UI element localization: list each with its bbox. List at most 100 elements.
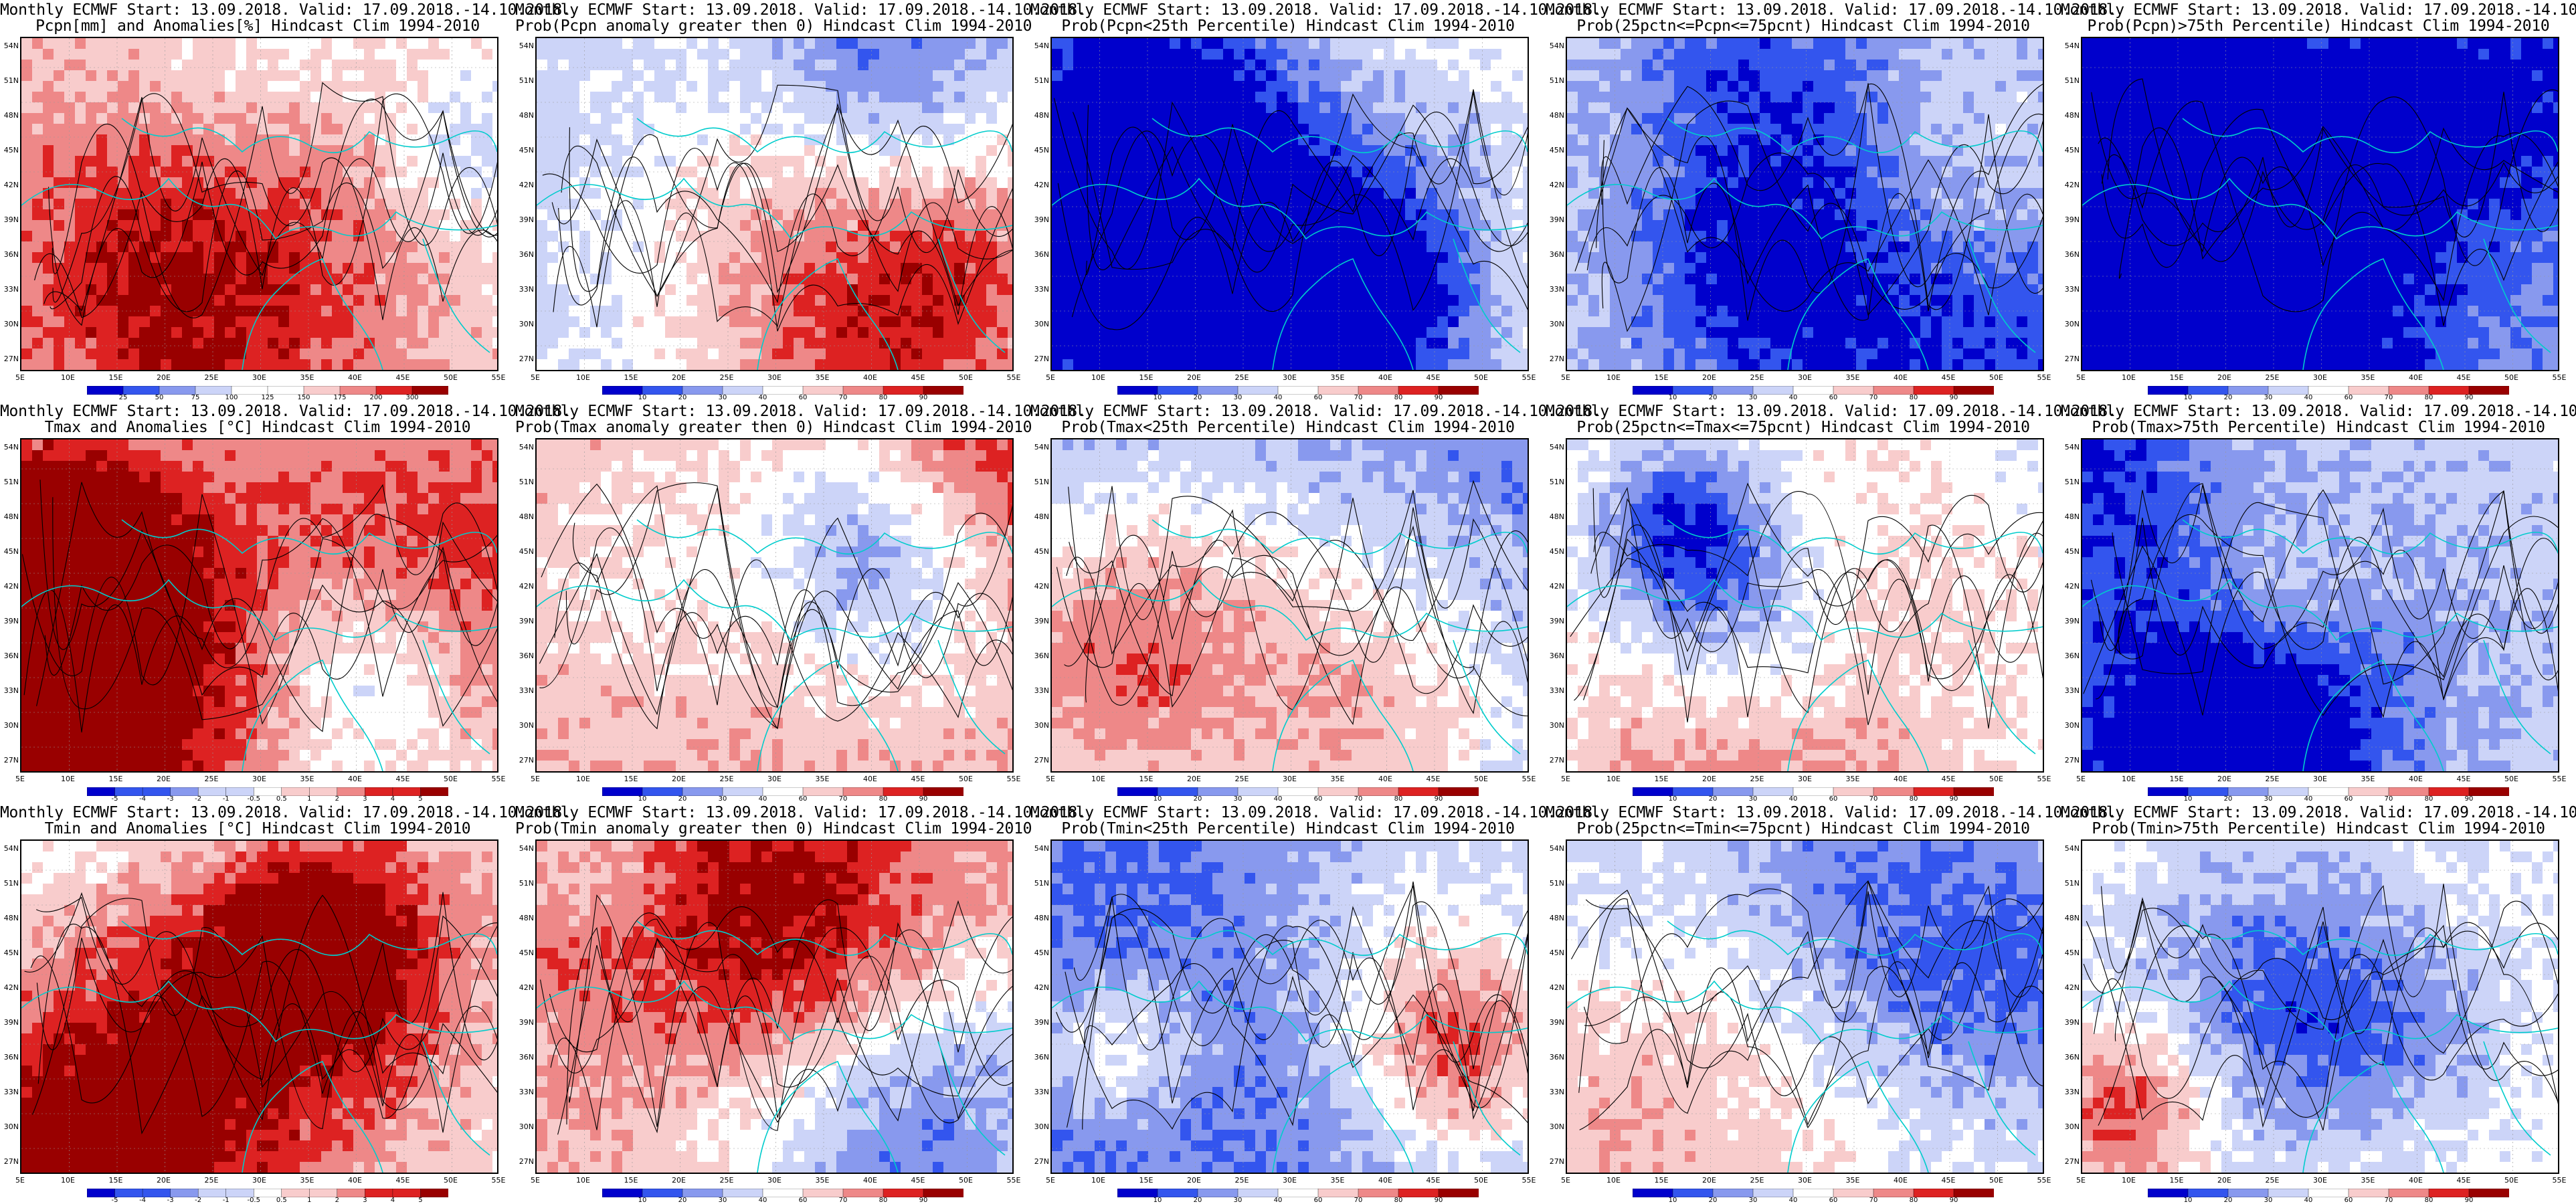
color-scale-label: 10 [1154,1197,1162,1204]
lon-label: 5E [15,775,25,783]
lon-label: 35E [2361,775,2375,783]
lat-label: 51N [515,879,534,888]
forecast-map [20,839,498,1174]
color-scale-label: 60 [1314,795,1323,803]
color-scale-label: 90 [2465,795,2474,803]
lon-label: 5E [1046,775,1055,783]
lat-label: 42N [1546,983,1564,992]
lat-label: 45N [1030,146,1049,155]
lon-label: 55E [1007,1176,1021,1185]
lon-label: 50E [444,373,458,382]
lon-label: 45E [1427,1176,1441,1185]
lat-label: 51N [515,76,534,85]
lat-label: 39N [515,617,534,625]
lat-label: 33N [0,285,19,294]
lat-label: 39N [515,215,534,224]
lat-label: 45N [1546,146,1564,155]
color-scale-label: 20 [678,394,687,401]
lon-label: 40E [1894,373,1908,382]
lon-label: 45E [1427,373,1441,382]
lat-label: 48N [515,111,534,120]
panel-header: Monthly ECMWF Start: 13.09.2018. Valid: … [1546,1,2117,19]
lat-label: 27N [1546,756,1564,765]
lon-label: 25E [1750,1176,1764,1185]
lon-label: 5E [531,373,540,382]
panel-title: Prob(25pctn<=Tmin<=75pcnt) Hindcast Clim… [1546,820,2061,837]
lon-label: 45E [396,775,410,783]
color-scale-label: 75 [191,394,200,401]
color-scale-label: 40 [759,1197,767,1204]
color-scale-label: 60 [1829,394,1838,401]
color-scale-bar [1117,786,1479,797]
lon-label: 25E [720,373,734,382]
color-scale-label: 100 [225,394,238,401]
lat-label: 33N [0,686,19,695]
lat-label: 42N [2061,582,2080,591]
lon-label: 5E [2076,1176,2086,1185]
color-scale-label: 1 [307,1197,311,1204]
lat-label: 39N [0,1018,19,1027]
color-scale-label: 10 [1669,1197,1677,1204]
lat-label: 36N [515,651,534,660]
map-panel: Monthly ECMWF Start: 13.09.2018. Valid: … [515,401,1087,803]
color-scale-label: 90 [1950,795,1958,803]
lon-label: 35E [1846,775,1860,783]
color-scale-label: 20 [1194,1197,1202,1204]
color-scale-label: 10 [1154,795,1162,803]
color-scale-label: 40 [759,394,767,401]
lat-label: 54N [515,443,534,452]
lon-label: 5E [1561,775,1570,783]
color-scale-label: 70 [2385,795,2393,803]
lon-label: 55E [1007,373,1021,382]
color-scale-label: -1 [223,1197,229,1204]
color-scale-label: 80 [2425,1197,2433,1204]
color-scale-label: 60 [1314,394,1323,401]
lon-label: 35E [300,1176,314,1185]
lon-label: 10E [1091,1176,1105,1185]
lon-label: 35E [2361,1176,2375,1185]
lat-label: 51N [1030,879,1049,888]
lon-label: 55E [2037,775,2051,783]
lat-label: 36N [1546,1053,1564,1062]
color-scale-label: 60 [1314,1197,1323,1204]
color-scale-label: 70 [1869,1197,1878,1204]
lat-label: 51N [1546,879,1564,888]
color-scale-label: 80 [879,795,888,803]
lat-label: 33N [2061,1088,2080,1096]
lat-label: 48N [1546,914,1564,922]
lat-label: 42N [515,582,534,591]
lat-label: 48N [0,111,19,120]
lon-label: 50E [1989,775,2003,783]
color-scale-label: -3 [167,1197,174,1204]
lat-label: 42N [0,582,19,591]
panel-title: Prob(Pcpn)>75th Percentile) Hindcast Cli… [2061,17,2576,35]
color-scale-label: 30 [719,1197,727,1204]
lon-label: 25E [205,373,219,382]
color-scale-label: -3 [167,795,174,803]
lat-label: 39N [2061,215,2080,224]
color-scale-label: 2 [335,1197,339,1204]
color-scale-bar [1117,1187,1479,1198]
lat-label: 30N [515,721,534,730]
color-scale-bar [1632,385,1995,395]
lon-label: 30E [1798,1176,1812,1185]
lon-label: 30E [1283,373,1297,382]
lon-label: 15E [109,1176,123,1185]
lon-label: 30E [2313,775,2327,783]
lon-label: 55E [492,1176,506,1185]
lat-label: 36N [1030,1053,1049,1062]
color-scale-label: 10 [638,1197,647,1204]
lat-label: 48N [2061,512,2080,521]
color-scale-label: 80 [1394,394,1403,401]
color-scale-label: 40 [1274,795,1283,803]
lat-label: 54N [515,844,534,853]
lat-label: 45N [2061,948,2080,957]
color-scale-label: -5 [112,795,118,803]
lon-label: 35E [300,775,314,783]
lon-label: 40E [1378,373,1392,382]
lat-label: 33N [0,1088,19,1096]
lat-label: 30N [1546,320,1564,328]
lat-label: 27N [1030,355,1049,363]
color-scale-label: 80 [1394,1197,1403,1204]
lon-label: 40E [348,775,362,783]
